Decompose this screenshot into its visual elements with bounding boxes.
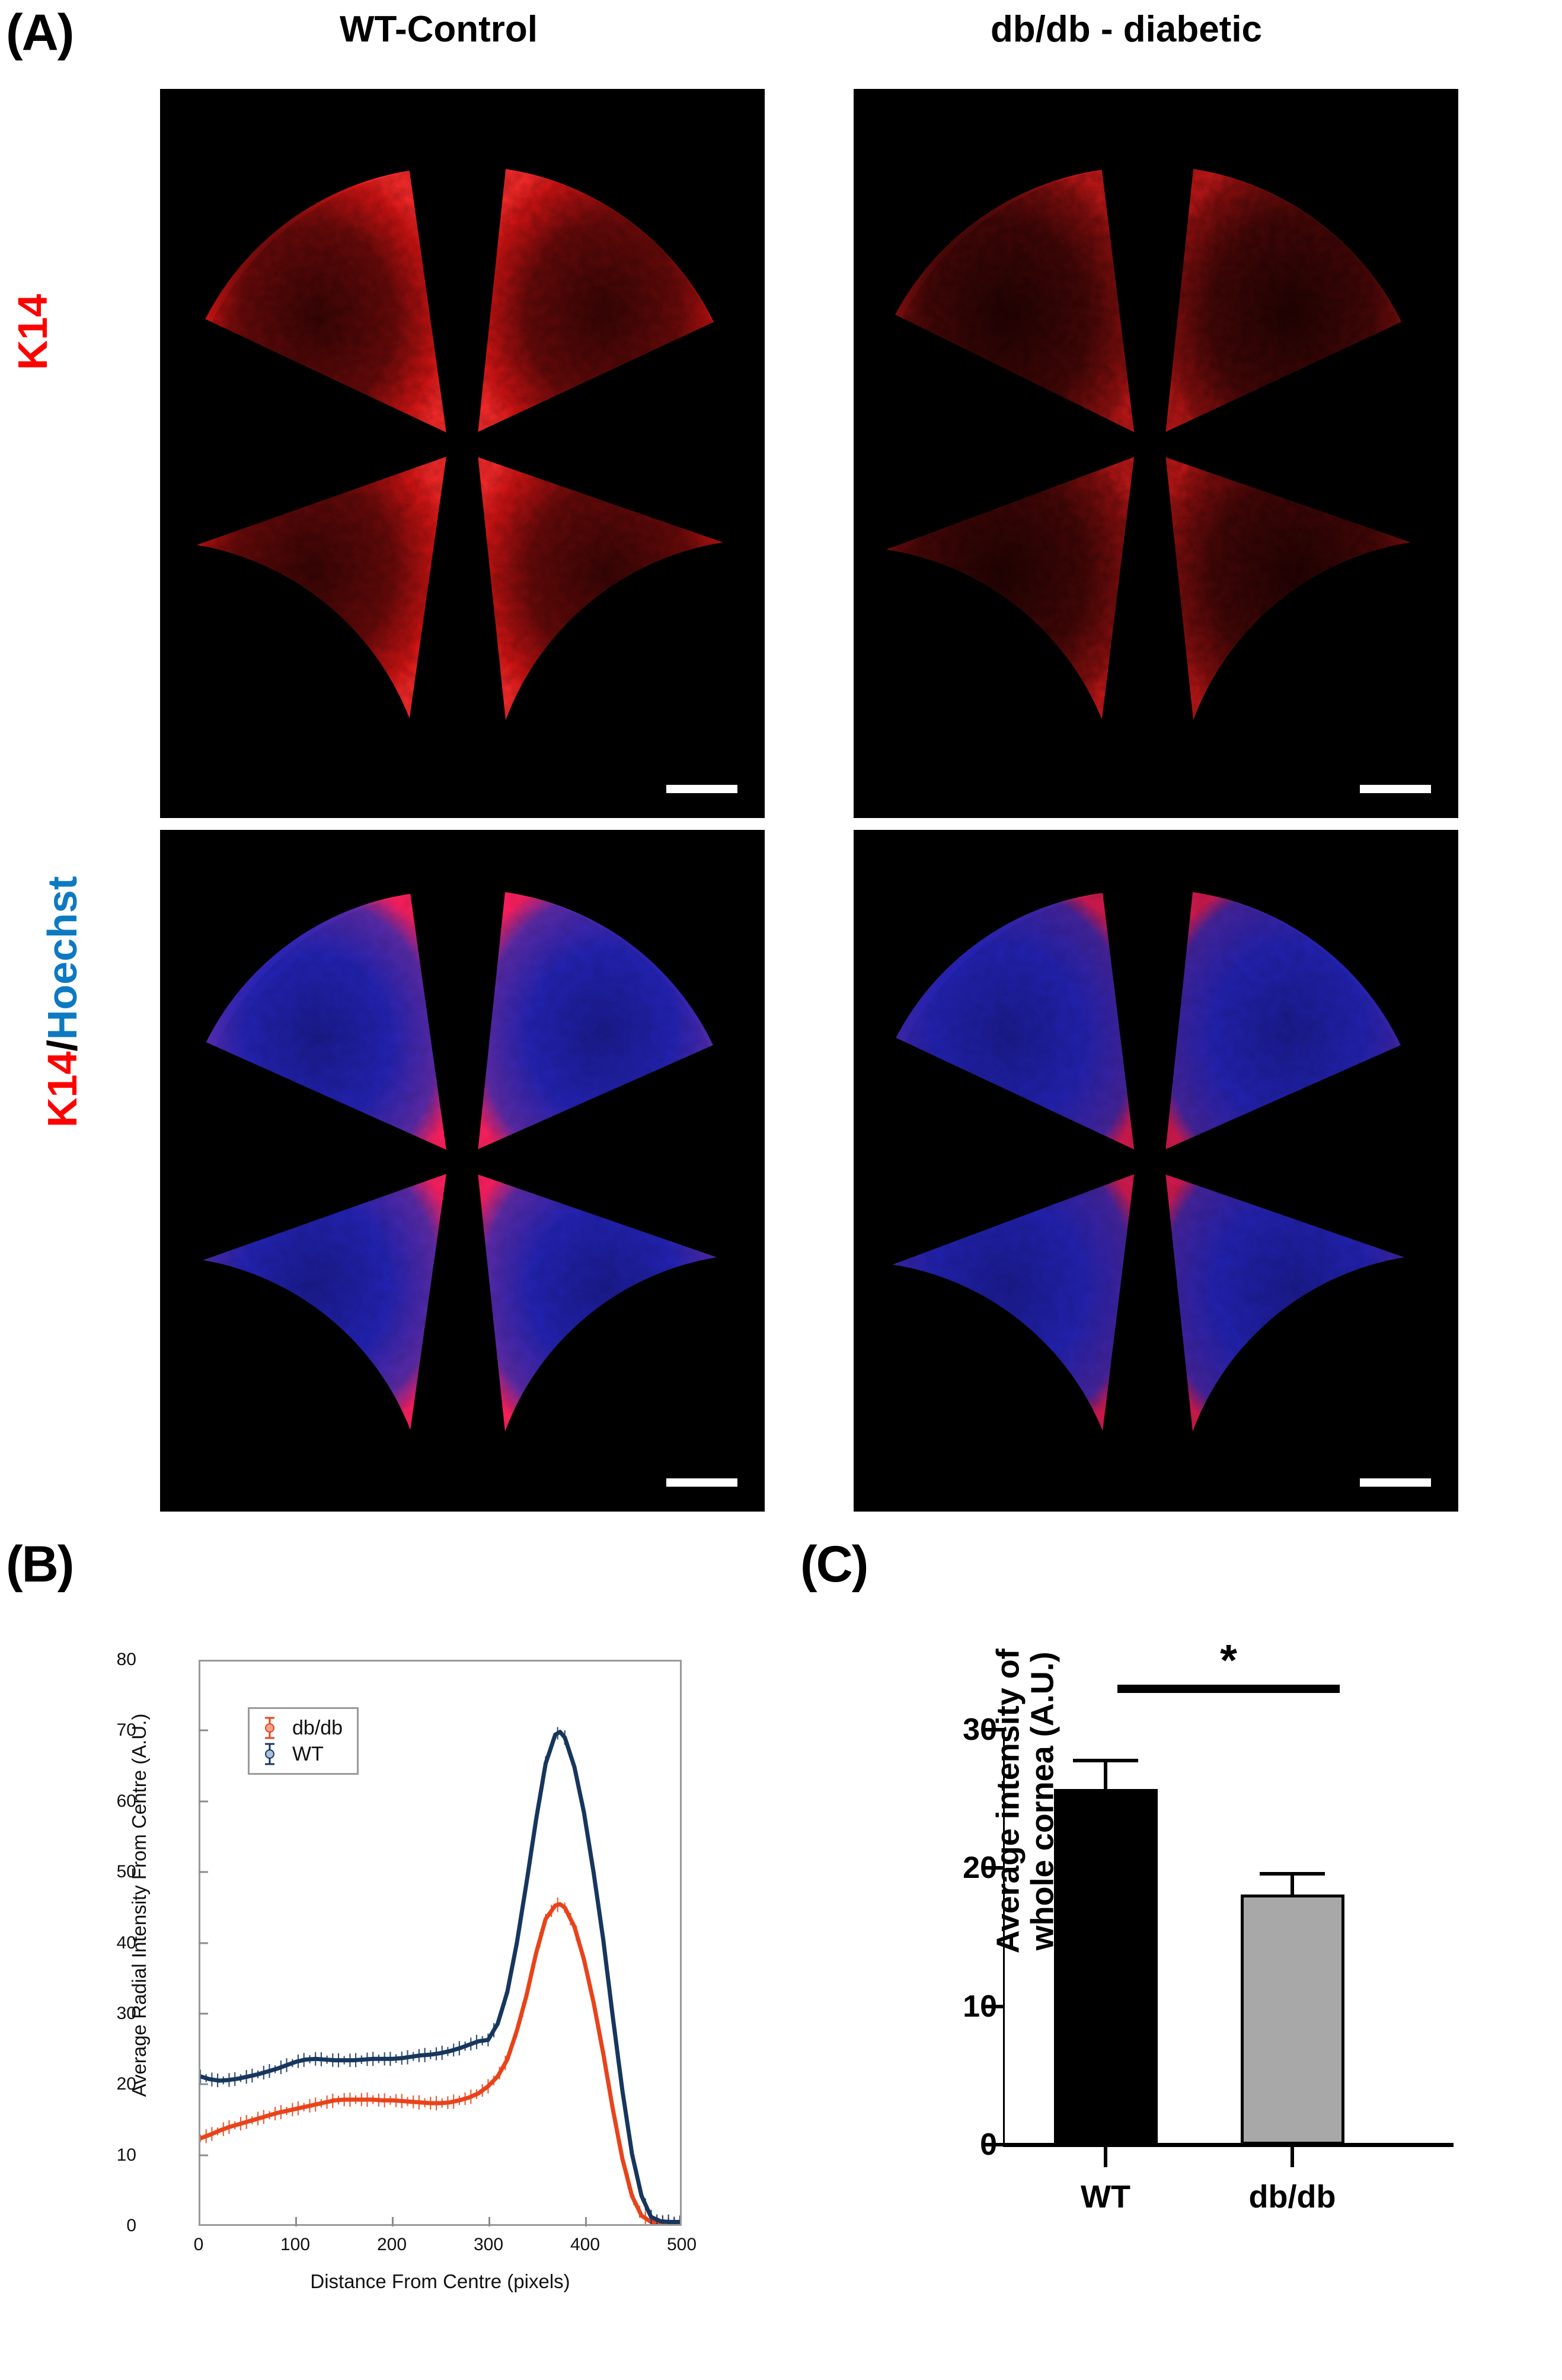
panel-c-y-tickmark-0 bbox=[984, 2143, 1004, 2146]
panel-b-y-tickmark-70 bbox=[199, 1729, 208, 1732]
panel-b-y-tickmark-50 bbox=[199, 1871, 208, 1873]
panel-b-y-tickmark-40 bbox=[199, 1942, 208, 1944]
panel-c-x-label-WT: WT bbox=[1081, 2179, 1130, 2215]
row-label-k14: K14 bbox=[9, 293, 56, 370]
legend-marker-wt bbox=[257, 1742, 283, 1766]
column-title-dbdb: db/db - diabetic bbox=[990, 9, 1263, 50]
panel-c-bar-chart: Average intensity of whole cornea (A.U.)… bbox=[877, 1635, 1541, 2324]
panel-b-series-layer bbox=[199, 1727, 681, 2230]
panel-b-x-tick-100: 100 bbox=[280, 2235, 311, 2254]
panel-c-errorcap-db-db bbox=[1260, 1872, 1325, 1876]
panel-b-x-tickmark-100 bbox=[295, 2217, 297, 2226]
panel-c-errorbar-WT bbox=[1104, 1759, 1107, 1790]
panel-c-y-axis-label-line1: Average intensity of bbox=[990, 1649, 1026, 1954]
micrograph-dbdb-k14 bbox=[854, 89, 1458, 818]
scalebar-dbdb-merged bbox=[1360, 1478, 1431, 1487]
panel-c-y-tickmark-20 bbox=[984, 1866, 1004, 1870]
cornea-petals-wt-merged bbox=[190, 889, 735, 1435]
panel-b-x-axis-label: Distance From Centre (pixels) bbox=[310, 2270, 570, 2292]
micrograph-wt-k14-hoechst bbox=[160, 830, 765, 1512]
cornea-petals-dbdb-k14 bbox=[871, 166, 1429, 723]
panel-b-legend: db/db WT bbox=[248, 1707, 359, 1775]
panel-b-y-tick-40: 40 bbox=[116, 1932, 136, 1953]
legend-item-dbdb: db/db bbox=[257, 1715, 343, 1741]
scalebar-wt-k14 bbox=[666, 785, 737, 793]
panel-b-y-tick-60: 60 bbox=[116, 1791, 136, 1811]
cornea-petals-dbdb-merged bbox=[877, 889, 1423, 1435]
cornea-petals-wt-k14 bbox=[184, 166, 741, 723]
panel-b-series-db-db bbox=[199, 1897, 681, 2230]
micrograph-wt-k14 bbox=[160, 89, 765, 818]
legend-label-wt: WT bbox=[292, 1742, 324, 1765]
panel-b-y-tick-50: 50 bbox=[116, 1862, 136, 1882]
panel-c-errorbar-db-db bbox=[1291, 1872, 1294, 1895]
scalebar-wt-merged bbox=[666, 1478, 737, 1487]
panel-b-x-tickmark-300 bbox=[488, 2217, 490, 2226]
panel-c-x-tickmark-WT bbox=[1104, 2147, 1107, 2167]
panel-b-y-tickmark-30 bbox=[199, 2012, 208, 2015]
legend-marker-dbdb bbox=[257, 1716, 283, 1740]
legend-item-wt: WT bbox=[257, 1741, 343, 1767]
scalebar-dbdb-k14 bbox=[1360, 785, 1431, 793]
panel-b-y-tickmark-10 bbox=[199, 2154, 208, 2157]
row-label-seg-hoechst: Hoechst bbox=[39, 876, 85, 1040]
panel-b-y-tickmark-60 bbox=[199, 1800, 208, 1803]
panel-b-y-tick-80: 80 bbox=[116, 1650, 136, 1669]
panel-c-letter: (C) bbox=[800, 1536, 868, 1593]
panel-b-letter: (B) bbox=[6, 1536, 74, 1593]
panel-b-x-tickmark-200 bbox=[392, 2217, 394, 2226]
panel-b-y-tick-20: 20 bbox=[116, 2074, 136, 2094]
legend-label-dbdb: db/db bbox=[292, 1716, 343, 1739]
panel-b-x-tickmark-400 bbox=[585, 2217, 587, 2226]
panel-b-y-tickmark-20 bbox=[199, 2083, 208, 2085]
panel-b-y-tick-10: 10 bbox=[116, 2145, 136, 2165]
panel-c-x-tickmark-db-db bbox=[1291, 2147, 1294, 2167]
row-label-seg-k14: K14 bbox=[39, 1051, 85, 1128]
panel-c-bar-db-db bbox=[1240, 1894, 1344, 2145]
panel-c-x-label-db-db: db/db bbox=[1248, 2179, 1336, 2215]
panel-c-y-tickmark-30 bbox=[984, 1728, 1004, 1732]
panel-b-y-tick-30: 30 bbox=[116, 2003, 136, 2023]
panel-b-x-tick-200: 200 bbox=[376, 2235, 407, 2254]
column-title-wt: WT-Control bbox=[339, 9, 538, 50]
row-label-k14-hoechst: K14/Hoechst bbox=[39, 812, 86, 1191]
panel-c-y-axis-line bbox=[1003, 1730, 1005, 2145]
panel-c-y-axis-label: Average intensity of whole cornea (A.U.) bbox=[991, 1611, 1061, 1991]
panel-c-x-axis-line bbox=[1003, 2143, 1454, 2147]
panel-c-bar-WT bbox=[1053, 1789, 1158, 2145]
panel-c-y-tickmark-10 bbox=[984, 2004, 1004, 2008]
panel-b-y-tick-70: 70 bbox=[116, 1720, 136, 1740]
panel-b-series-WT bbox=[199, 1727, 681, 2229]
panel-c-significance-star: * bbox=[1220, 1635, 1237, 1685]
panel-b-x-tick-500: 500 bbox=[666, 2235, 697, 2254]
panel-b-x-tick-300: 300 bbox=[473, 2235, 504, 2254]
panel-b-y-tick-0: 0 bbox=[126, 2216, 136, 2235]
micrograph-dbdb-k14-hoechst bbox=[854, 830, 1458, 1512]
panel-a-letter: (A) bbox=[6, 4, 74, 61]
row-label-seg-slash: / bbox=[39, 1040, 85, 1052]
panel-b-x-tick-400: 400 bbox=[570, 2235, 600, 2254]
panel-c-errorcap-WT bbox=[1073, 1759, 1138, 1762]
panel-b-line-chart: Average Radial Intensity From Centre (A.… bbox=[89, 1645, 735, 2292]
panel-c-significance-bar bbox=[1117, 1685, 1340, 1693]
panel-b-x-tick-0: 0 bbox=[193, 2235, 204, 2254]
